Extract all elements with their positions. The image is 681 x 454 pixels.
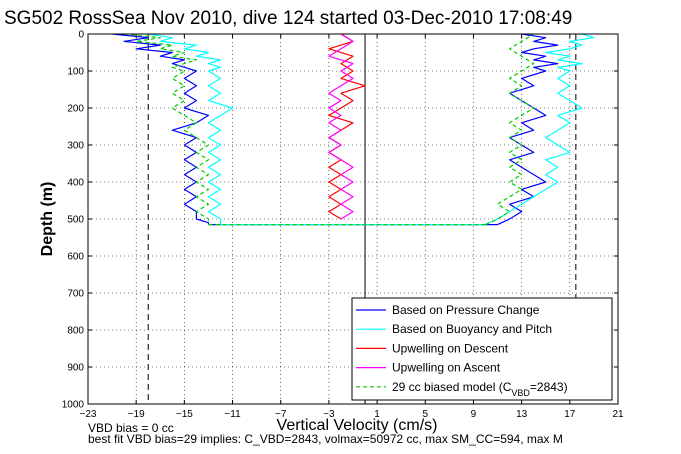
- legend-label-3: Upwelling on Descent: [392, 341, 509, 355]
- legend-label-4: Upwelling on Ascent: [392, 361, 501, 375]
- x-tick-label: 5: [422, 409, 428, 420]
- x-tick-label: 13: [516, 409, 528, 420]
- y-tick-label: 600: [67, 252, 84, 263]
- x-axis-title: Vertical Velocity (cm/s): [277, 417, 438, 434]
- x-tick-label: −11: [224, 409, 241, 420]
- x-tick-label: −23: [80, 409, 97, 420]
- series-line-5: [485, 33, 535, 226]
- legend: Based on Pressure Change Based on Buoyanc…: [351, 297, 613, 401]
- x-tick-label: −15: [176, 409, 193, 420]
- x-tick-label: 1: [374, 409, 380, 420]
- y-tick-label: 800: [67, 326, 84, 337]
- series-lines: [112, 33, 595, 226]
- series-line-2: [148, 33, 234, 225]
- y-tick-label: 300: [67, 141, 84, 152]
- series-line-3: [328, 33, 366, 220]
- y-tick-label: 1000: [62, 400, 85, 411]
- x-tick-label: 9: [471, 409, 477, 420]
- y-tick-label: 0: [78, 30, 84, 41]
- x-axis-ticks: −23 −19 −15 −11 −7 −3 1 5 9 13 17 21: [80, 34, 624, 420]
- chart-title: SG502 RossSea Nov 2010, dive 124 started…: [4, 8, 572, 29]
- y-axis-title: Depth (m): [39, 182, 56, 257]
- legend-label-1: Based on Pressure Change: [392, 303, 540, 317]
- x-tick-label: 21: [612, 409, 624, 420]
- legend-label-2: Based on Buoyancy and Pitch: [392, 322, 552, 336]
- y-tick-label: 100: [67, 67, 84, 78]
- x-tick-label: −7: [275, 409, 287, 420]
- footer-note-2: best fit VBD bias=29 implies: C_VBD=2843…: [88, 432, 563, 446]
- x-tick-label: −3: [323, 409, 335, 420]
- footer-note-1: VBD bias = 0 cc: [88, 421, 174, 435]
- y-tick-label: 400: [67, 178, 84, 189]
- legend-box: [351, 297, 613, 401]
- y-tick-label: 200: [67, 104, 84, 115]
- y-tick-label: 900: [67, 363, 84, 374]
- y-axis-ticks: 0 100 200 300 400 500 600 700 800 900 1000: [62, 30, 618, 411]
- y-tick-label: 700: [67, 289, 84, 300]
- series-line-1: [112, 33, 210, 225]
- x-tick-label: −19: [128, 409, 145, 420]
- series-line-1: [497, 33, 559, 226]
- series-line-2: [485, 33, 595, 226]
- x-tick-label: 17: [564, 409, 576, 420]
- y-tick-label: 500: [67, 215, 84, 226]
- series-line-4: [328, 33, 354, 220]
